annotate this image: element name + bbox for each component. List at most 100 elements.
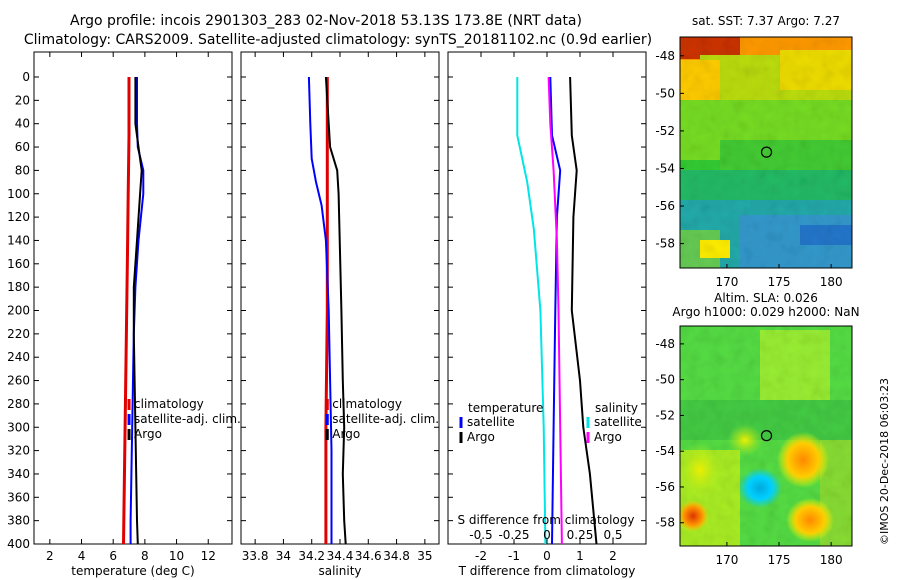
map-y-tick-label: -48	[655, 337, 675, 351]
x2-tick-label: -0.25	[498, 528, 529, 542]
difference-panel: -2 -1 0 1 2T difference from climatology temp…	[447, 51, 647, 578]
y-tick-label: 400	[7, 537, 30, 551]
series-line-2	[324, 76, 347, 545]
y-tick-label: 20	[15, 93, 30, 107]
timestamp: ©IMOS 20-Dec-2018 06:03:23	[878, 378, 891, 545]
x2-tick-label: 0.25	[567, 528, 594, 542]
x-tick-label: 2	[46, 549, 54, 563]
y-tick-label: 380	[7, 514, 30, 528]
map-y-tick-label: -52	[655, 124, 675, 138]
sla-map-title-1: Altim. SLA: 0.026	[714, 291, 818, 305]
series-line-3	[547, 76, 563, 545]
y-tick-label: 80	[15, 163, 30, 177]
x-axis-label: salinity	[318, 564, 361, 578]
legend-label: Argo	[467, 430, 495, 444]
map-x-tick-label: 170	[715, 275, 738, 289]
x-tick-label: 34.8	[383, 549, 410, 563]
plot-frame	[240, 51, 440, 545]
x-tick-label: 33.8	[242, 549, 269, 563]
legend-label: Argo	[134, 427, 162, 441]
sst-map-title: sat. SST: 7.37 Argo: 7.27	[692, 14, 840, 28]
x-tick-label: -2	[475, 549, 487, 563]
map-y-tick-label: -54	[655, 444, 675, 458]
y-tick-label: 240	[7, 350, 30, 364]
x2-axis-label: S difference from climatology	[458, 513, 635, 527]
series-line-2	[132, 77, 143, 545]
y-tick-label: 280	[7, 397, 30, 411]
series-line-2	[516, 77, 547, 545]
x-tick-label: -1	[508, 549, 520, 563]
y-tick-label: 100	[7, 187, 30, 201]
x-tick-label: 12	[201, 549, 216, 563]
map-x-tick-label: 180	[820, 275, 843, 289]
y-tick-label: 40	[15, 117, 30, 131]
legend-label: satellite-adj. clim.	[332, 412, 439, 426]
map-x-tick-label: 170	[715, 553, 738, 567]
y-tick-label: 180	[7, 280, 30, 294]
x-tick-label: 1	[576, 549, 584, 563]
sla-map-frame	[679, 325, 853, 547]
argo-float-marker	[760, 430, 773, 442]
x-tick-label: 0	[543, 549, 551, 563]
y-tick-label: 200	[7, 304, 30, 318]
legend-label: satellite	[594, 415, 642, 429]
series-line-1	[569, 76, 598, 545]
title-line-2: Climatology: CARS2009. Satellite-adjuste…	[24, 32, 652, 48]
plot-frame	[447, 51, 647, 545]
x-axis-label: T difference from climatology	[458, 564, 636, 578]
sst-map-frame	[679, 36, 853, 269]
sla-map-title-2: Argo h1000: 0.029 h2000: NaN	[672, 305, 859, 319]
x-tick-label: 10	[169, 549, 184, 563]
y-tick-label: 260	[7, 374, 30, 388]
map-x-tick-label: 175	[768, 275, 791, 289]
sla-map	[680, 326, 852, 546]
legend-label: climatology	[332, 397, 402, 411]
x2-tick-label: -0.5	[469, 528, 492, 542]
y-tick-label: 0	[22, 70, 30, 84]
map-y-tick-label: -50	[655, 86, 675, 100]
salinity-panel: 33.8 34 34.2 34.4 34.6 34.8 35 salinity climatol…	[240, 51, 440, 578]
y-tick-label: 320	[7, 444, 30, 458]
x-tick-label: 34	[276, 549, 291, 563]
series-line-1	[307, 76, 333, 544]
y-tick-label: 300	[7, 420, 30, 434]
x-axis-label: temperature (deg C)	[71, 564, 194, 578]
y-tick-label: 360	[7, 490, 30, 504]
x-tick-label: 2	[609, 549, 617, 563]
y-tick-label: 160	[7, 257, 30, 271]
legend-label: Argo	[332, 427, 360, 441]
legend-label: satellite-adj. clim.	[134, 412, 241, 426]
y-tick-label: 140	[7, 233, 30, 247]
map-y-tick-label: -52	[655, 408, 675, 422]
x2-tick-label: 0.5	[603, 528, 622, 542]
x-tick-label: 8	[141, 549, 149, 563]
sst-map	[680, 37, 852, 268]
legend-title-temperature: temperature	[468, 401, 543, 415]
sst-map-axes: 170 175 180 -48 -50 -52 -54 -56 -58	[655, 49, 842, 289]
title-line-1: Argo profile: incois 2901303_283 02-Nov-…	[70, 13, 582, 29]
legend-title-salinity: salinity	[595, 401, 638, 415]
map-y-tick-label: -50	[655, 373, 675, 387]
legend-label: satellite	[467, 415, 515, 429]
series-line-0	[122, 77, 131, 545]
y-tick-label: 60	[15, 140, 30, 154]
x-tick-label: 34.2	[298, 549, 325, 563]
map-y-tick-label: -48	[655, 49, 675, 63]
x-tick-label: 4	[78, 549, 86, 563]
y-tick-label: 220	[7, 327, 30, 341]
x-tick-label: 6	[109, 549, 117, 563]
map-x-tick-label: 175	[768, 553, 791, 567]
map-y-tick-label: -56	[655, 199, 675, 213]
map-y-tick-label: -58	[655, 516, 675, 530]
map-y-tick-label: -54	[655, 161, 675, 175]
sla-map-axes: 170 175 180 -48 -50 -52 -54 -56 -58	[655, 337, 842, 567]
x-tick-label: 34.6	[355, 549, 382, 563]
temperature-panel: 2 4 6 8 10 1202040608010012014016018020022024…	[7, 51, 241, 578]
legend-label: climatology	[134, 397, 204, 411]
y-tick-label: 120	[7, 210, 30, 224]
map-x-tick-label: 180	[820, 553, 843, 567]
x2-tick-label: 0	[543, 528, 551, 542]
x-tick-label: 34.4	[327, 549, 354, 563]
